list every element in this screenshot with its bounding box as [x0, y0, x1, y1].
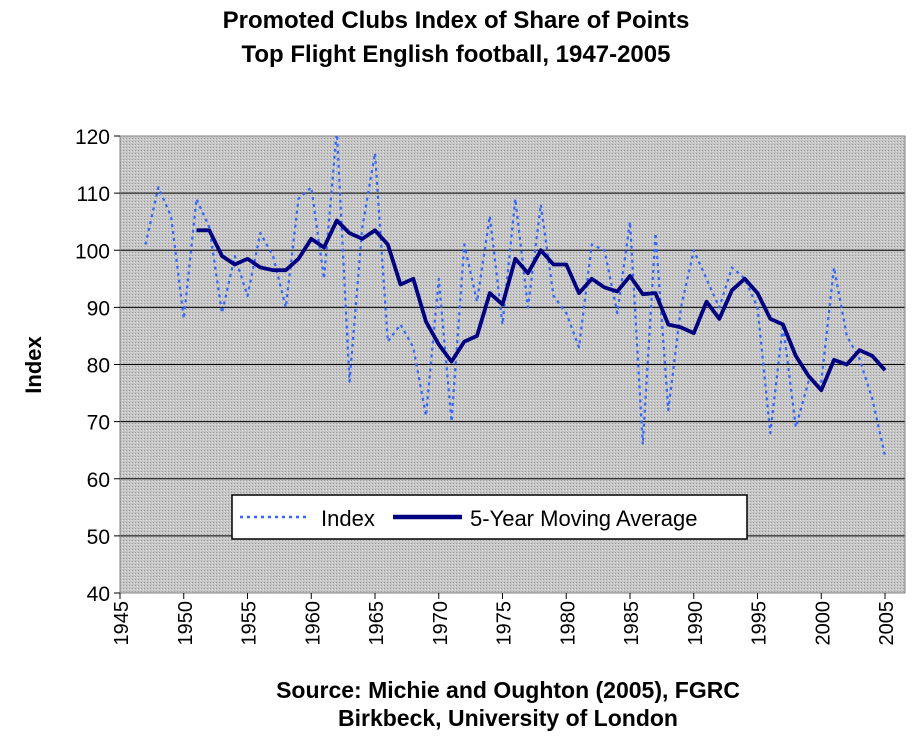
- y-tick-label-40: 40: [87, 583, 110, 606]
- x-axis: 1945 1950 1955 1960 1965 1970 1975 1980 1985 1990…: [111, 593, 898, 646]
- chart-title-line-2: Top Flight English football, 1947-2005: [241, 41, 671, 68]
- legend-box: [231, 494, 748, 540]
- x-tick-label-1945: 1945: [111, 601, 133, 646]
- y-tick-label-60: 60: [87, 469, 110, 492]
- y-tick-label-70: 70: [87, 412, 110, 435]
- source-caption: Source: Michie and Oughton (2005), FGRC …: [0, 676, 912, 732]
- x-tick-label-1985: 1985: [621, 601, 643, 646]
- y-tick-label-50: 50: [87, 526, 110, 549]
- x-tick-label-1950: 1950: [175, 601, 197, 646]
- x-tick-label-1995: 1995: [749, 601, 771, 646]
- source-line-2: Birkbeck, University of London: [338, 705, 678, 731]
- x-tick-label-1965: 1965: [366, 601, 388, 646]
- series-line-index: [144, 136, 887, 457]
- legend-label-moving-average: 5-Year Moving Average: [470, 506, 698, 531]
- source-line-1: Source: Michie and Oughton (2005), FGRC: [276, 677, 740, 703]
- x-tick-label-1970: 1970: [430, 601, 452, 646]
- x-tick-label-1975: 1975: [494, 601, 516, 646]
- y-axis: 40 50 60 70 80 90 100 110 120: [75, 126, 120, 606]
- x-tick-label-2005: 2005: [876, 601, 898, 646]
- x-tick-label-1980: 1980: [557, 601, 579, 646]
- series-line-moving-average: [196, 218, 887, 393]
- y-tick-label-80: 80: [87, 355, 110, 378]
- series-layer: [144, 136, 887, 457]
- chart-title-line-1: Promoted Clubs Index of Share of Points: [222, 7, 690, 34]
- y-tick-label-100: 100: [75, 240, 110, 263]
- legend-label-index: Index: [321, 506, 375, 531]
- x-tick-label-1960: 1960: [302, 601, 324, 646]
- chart-title: Promoted Clubs Index of Share of Points …: [0, 4, 912, 72]
- x-tick-label-1955: 1955: [239, 601, 261, 646]
- y-axis-label: Index: [21, 336, 46, 394]
- x-tick-label-2000: 2000: [812, 601, 834, 646]
- y-tick-label-90: 90: [87, 297, 110, 320]
- y-tick-label-110: 110: [77, 183, 110, 206]
- legend: Index 5-Year Moving Average: [231, 494, 748, 540]
- x-tick-label-1990: 1990: [685, 601, 707, 646]
- y-tick-label-120: 120: [75, 126, 110, 149]
